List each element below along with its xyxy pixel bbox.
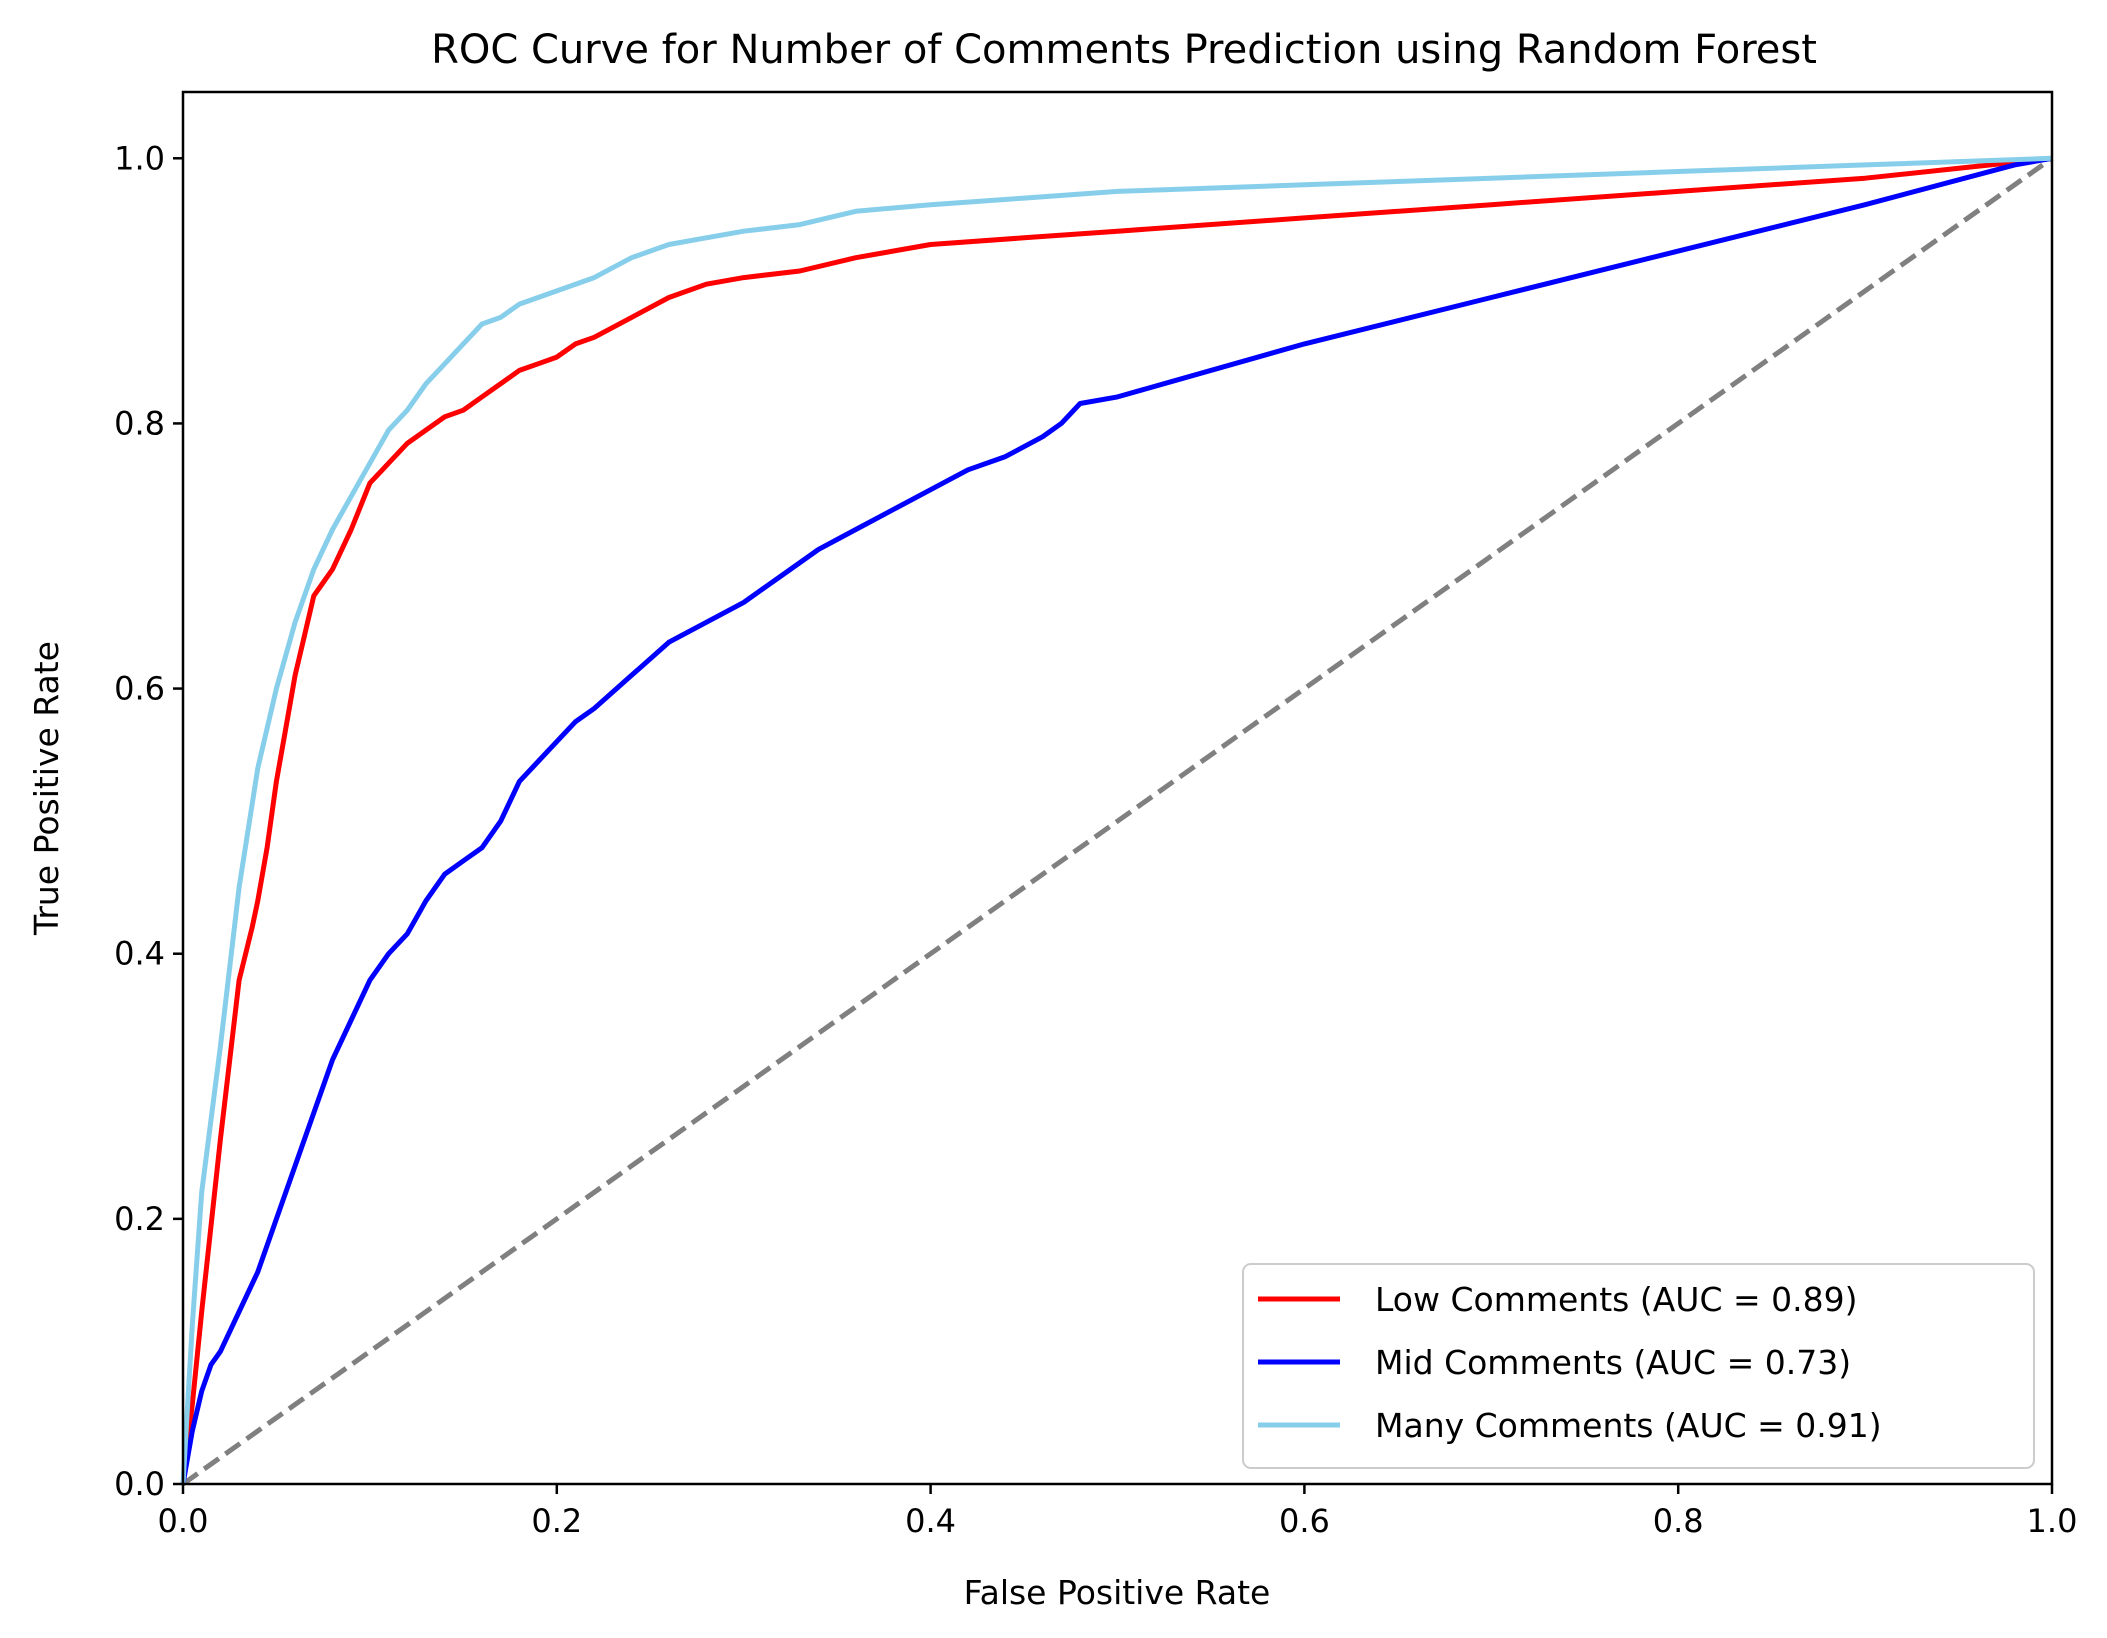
plot-frame <box>181 90 2054 1486</box>
series-line-1 <box>180 155 2053 1485</box>
y-tick-label: 0.2 <box>114 1200 165 1238</box>
chart-title: ROC Curve for Number of Comments Predict… <box>431 27 1817 73</box>
x-tick-label: 0.8 <box>1653 1502 1704 1540</box>
x-tick-label: 0.4 <box>905 1502 956 1540</box>
legend-entry-label: Low Comments (AUC = 0.89) <box>1375 1280 1857 1319</box>
y-tick-label: 0.0 <box>114 1465 165 1503</box>
y-tick-label: 0.8 <box>114 404 165 442</box>
x-axis-ticks: 0.0 0.2 0.4 0.6 0.8 1.0 <box>158 1484 2078 1540</box>
x-tick-label: 0.6 <box>1279 1502 1330 1540</box>
legend: Low Comments (AUC = 0.89) Mid Comments (A… <box>1242 1263 2035 1469</box>
x-tick-label: 0.0 <box>158 1502 209 1540</box>
y-axis-label: True Positive Rate <box>27 641 66 936</box>
legend-box <box>1242 1263 2035 1469</box>
y-tick-label: 0.6 <box>114 670 165 708</box>
legend-entry-label: Mid Comments (AUC = 0.73) <box>1375 1343 1851 1382</box>
series-line-0 <box>180 155 2053 1485</box>
plot-lines <box>180 155 2054 1487</box>
x-axis-label: False Positive Rate <box>964 1573 1271 1612</box>
y-axis-ticks: 0.0 0.2 0.4 0.6 0.8 1.0 <box>114 139 183 1503</box>
x-tick-label: 0.2 <box>531 1502 582 1540</box>
x-tick-label: 1.0 <box>2027 1502 2078 1540</box>
series-line-2 <box>180 155 2053 1485</box>
y-tick-label: 0.4 <box>114 935 165 973</box>
y-tick-label: 1.0 <box>114 139 165 177</box>
legend-entry-label: Many Comments (AUC = 0.91) <box>1375 1406 1882 1445</box>
chance-diagonal-line <box>181 156 2054 1487</box>
